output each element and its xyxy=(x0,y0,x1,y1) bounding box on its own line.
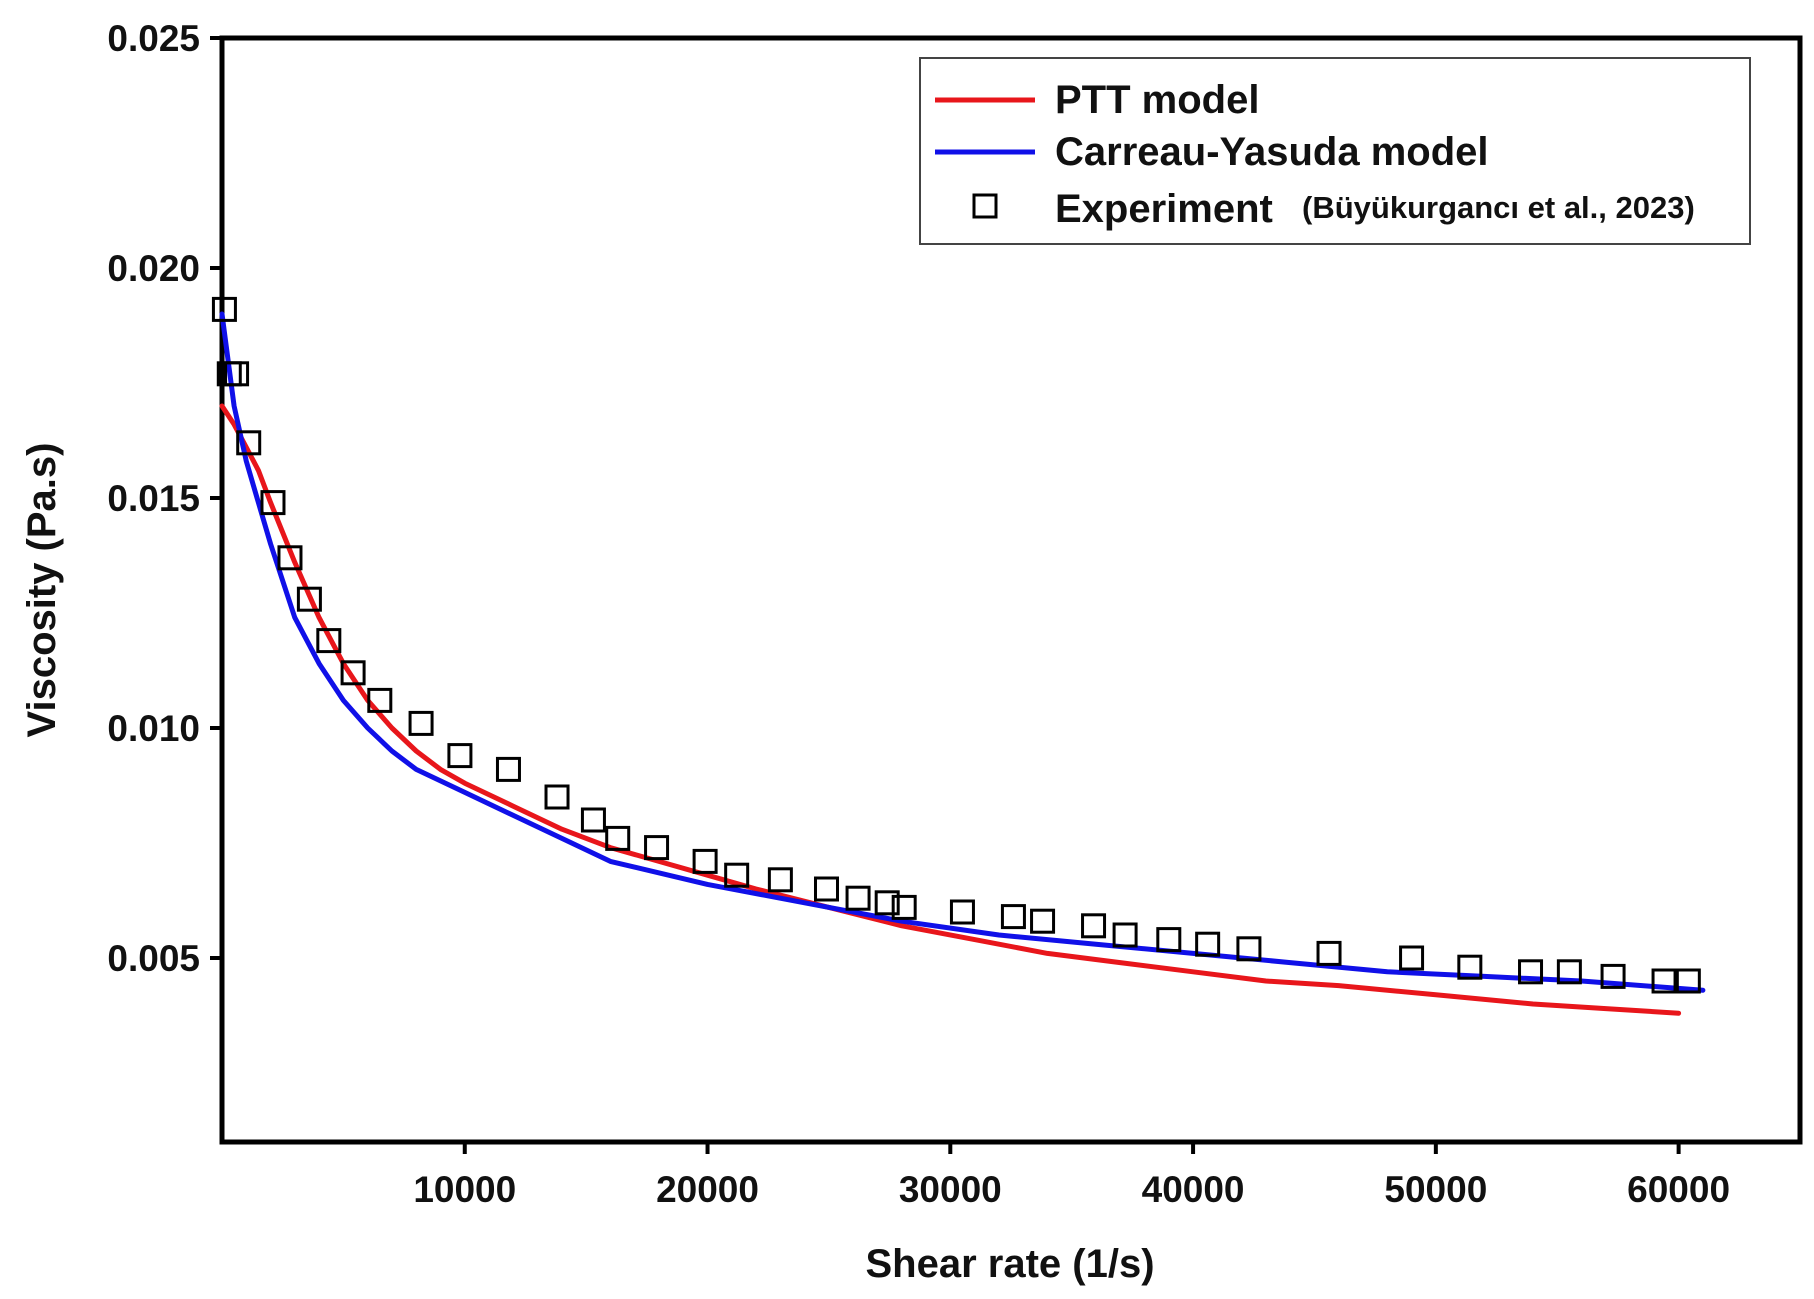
experiment-point xyxy=(724,862,750,888)
legend-box xyxy=(919,57,1751,245)
y-axis: 0.005 0.010 0.015 0.020 0.025 xyxy=(107,18,222,979)
ptt-model-line xyxy=(219,403,1682,1016)
experiment-point xyxy=(211,296,237,322)
experiment-point xyxy=(260,490,286,516)
y-tick-label: 0.010 xyxy=(107,708,200,749)
experiment-point xyxy=(874,890,900,916)
y-tick-label: 0.015 xyxy=(107,478,200,519)
experiment-point xyxy=(495,756,521,782)
experiment-point xyxy=(813,876,839,902)
legend-experiment-source: (Büyükurgancı et al., 2023) xyxy=(1302,190,1695,225)
x-tick-label: 40000 xyxy=(1142,1169,1245,1210)
x-tick-label: 20000 xyxy=(656,1169,759,1210)
experiment-point xyxy=(1000,904,1026,930)
experiment-point xyxy=(224,361,250,387)
x-axis-label: Shear rate (1/s) xyxy=(865,1242,1154,1286)
experiment-point xyxy=(544,784,570,810)
experiment-points xyxy=(211,296,1701,994)
experiment-point xyxy=(1081,913,1107,939)
carreau-yasuda-model-line xyxy=(219,311,1706,993)
experiment-point xyxy=(767,867,793,893)
y-tick-label: 0.025 xyxy=(107,18,200,59)
experiment-point xyxy=(1195,931,1221,957)
experiment-point xyxy=(236,430,262,456)
experiment-point xyxy=(605,825,631,851)
x-tick-label: 10000 xyxy=(413,1169,516,1210)
legend-experiment-marker xyxy=(972,193,998,219)
experiment-point xyxy=(316,628,342,654)
experiment-point xyxy=(1556,959,1582,985)
experiment-point xyxy=(1651,968,1677,994)
experiment-point xyxy=(447,743,473,769)
x-tick-label: 30000 xyxy=(899,1169,1002,1210)
experiment-point xyxy=(580,807,606,833)
experiment-point xyxy=(1316,940,1342,966)
x-tick-label: 60000 xyxy=(1627,1169,1730,1210)
experiment-point xyxy=(1156,927,1182,953)
experiment-point xyxy=(1112,922,1138,948)
y-axis-label: Viscosity (Pa.s) xyxy=(20,443,64,738)
experiment-point xyxy=(408,710,434,736)
series-lines xyxy=(219,311,1706,1016)
experiment-point xyxy=(367,687,393,713)
experiment-point xyxy=(1457,954,1483,980)
experiment-point xyxy=(644,835,670,861)
experiment-point xyxy=(1399,945,1425,971)
x-tick-label: 50000 xyxy=(1384,1169,1487,1210)
y-tick-label: 0.005 xyxy=(107,938,200,979)
experiment-point xyxy=(340,660,366,686)
experiment-point xyxy=(277,545,303,571)
experiment-point xyxy=(1675,968,1701,994)
legend-carreau-label: Carreau-Yasuda model xyxy=(1055,130,1489,174)
x-axis: 10000 20000 30000 40000 50000 60000 xyxy=(413,1142,1730,1210)
experiment-point xyxy=(845,885,871,911)
experiment-point xyxy=(1030,908,1056,934)
experiment-point xyxy=(1600,963,1626,989)
experiment-point xyxy=(891,894,917,920)
experiment-point xyxy=(692,848,718,874)
y-tick-label: 0.020 xyxy=(107,248,200,289)
experiment-point xyxy=(1236,936,1262,962)
legend-ptt-label: PTT model xyxy=(1055,78,1259,122)
experiment-point xyxy=(949,899,975,925)
legend-experiment-label: Experiment xyxy=(1055,187,1273,231)
experiment-point xyxy=(296,586,322,612)
legend: PTT model Carreau-Yasuda model Experimen… xyxy=(919,57,1751,245)
experiment-point xyxy=(1518,959,1544,985)
